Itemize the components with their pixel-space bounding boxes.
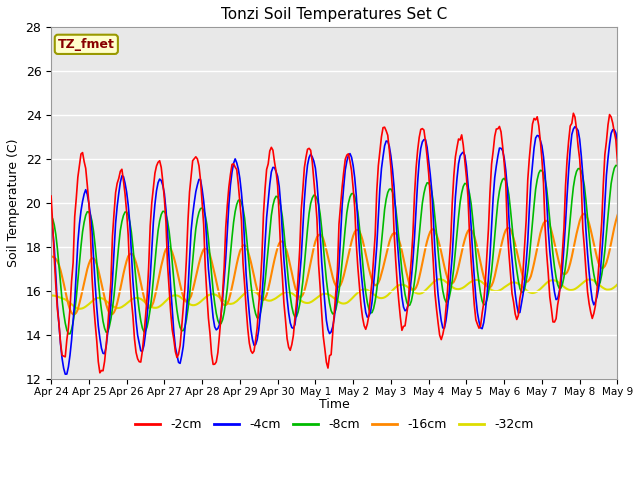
Title: Tonzi Soil Temperatures Set C: Tonzi Soil Temperatures Set C	[221, 7, 447, 22]
X-axis label: Time: Time	[319, 398, 349, 411]
Legend: -2cm, -4cm, -8cm, -16cm, -32cm: -2cm, -4cm, -8cm, -16cm, -32cm	[130, 413, 538, 436]
Y-axis label: Soil Temperature (C): Soil Temperature (C)	[7, 139, 20, 267]
Text: TZ_fmet: TZ_fmet	[58, 38, 115, 51]
